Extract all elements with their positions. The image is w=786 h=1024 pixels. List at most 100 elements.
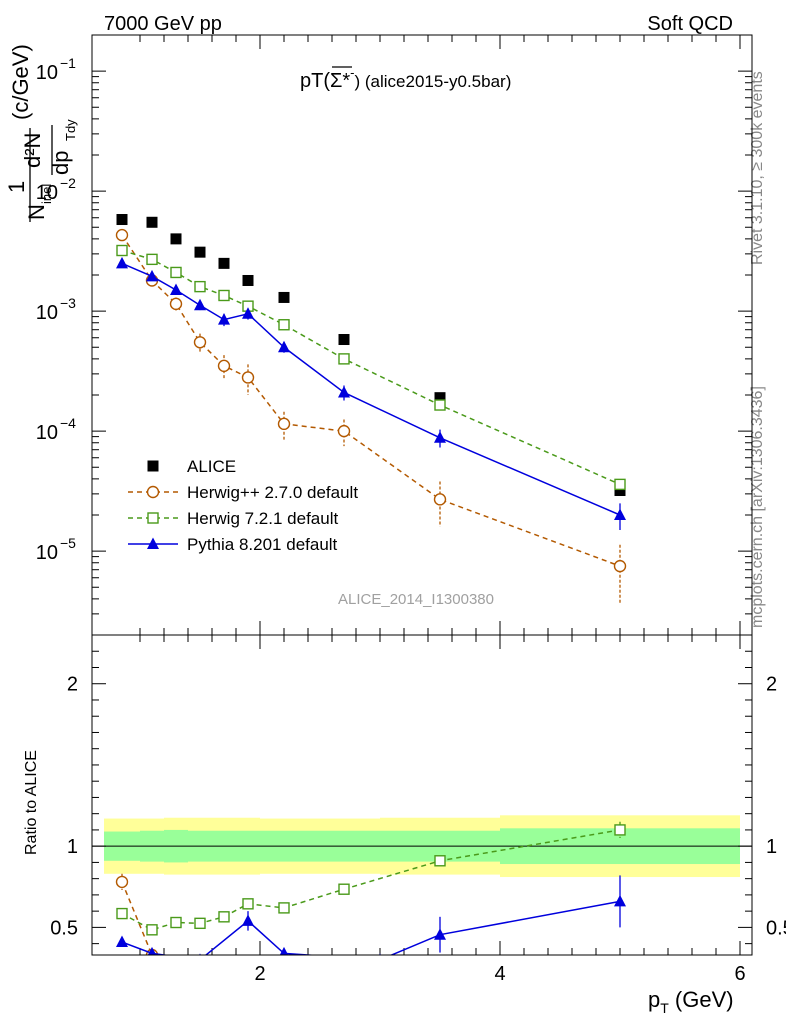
ratio-panel-series xyxy=(115,821,626,967)
main-herwig-7-2-1-default-point xyxy=(146,253,158,266)
ratio-herwig-2-7-0-default-point xyxy=(115,875,129,889)
main-pythia-8-201-default-point xyxy=(218,313,230,325)
ratio-pythia-8-201-default-point xyxy=(147,946,157,955)
y-tick-label-right: 1 xyxy=(766,836,777,858)
ratio-herwig-7-2-1-default-point xyxy=(146,924,158,936)
ylabel-denominator-sub: Tdy xyxy=(63,119,78,141)
x-tick-label: 4 xyxy=(494,963,505,985)
main-herwig-7-2-1-default-point xyxy=(116,244,128,257)
ratio-pythia-8-201-default-line xyxy=(121,900,621,955)
x-axis-title: pT (GeV) xyxy=(648,987,734,1016)
ratio-herwig-7-2-1-default-point xyxy=(614,824,626,836)
x-tick-label: 6 xyxy=(734,963,745,985)
x-tick-label: 2 xyxy=(254,963,265,985)
main-herwig-2-7-0-default-point xyxy=(169,297,183,311)
ylabel-units: (c/GeV) xyxy=(8,44,33,120)
main-pythia-8-201-default-point xyxy=(146,269,158,282)
main-herwig-2-7-0-default-point xyxy=(433,493,447,506)
ratio-herwig-7-2-1-default-point xyxy=(218,911,230,923)
main-herwig-7-2-1-default-line xyxy=(121,249,621,486)
main-pythia-8-201-default-point xyxy=(434,431,446,443)
ratio-herwig-7-2-1-default-line xyxy=(121,829,621,931)
legend-herwig-2-7-0-default-label: Herwig++ 2.7.0 default xyxy=(187,483,358,502)
ratio-herwig-2-7-0-default-line xyxy=(121,881,155,955)
main-herwig-2-7-0-default-point xyxy=(241,371,255,384)
main-alice-point xyxy=(218,257,230,269)
main-pythia-8-201-default-point xyxy=(278,340,290,353)
main-herwig-2-7-0-default-point xyxy=(613,559,627,573)
ratio-herwig-7-2-1-default-point xyxy=(278,902,290,914)
y-tick-label: 1 xyxy=(67,836,78,858)
mcplots-label: mcplots.cern.ch [arXiv:1306.3436] xyxy=(749,386,766,628)
header-right: Soft QCD xyxy=(647,13,733,35)
main-herwig-7-2-1-default-point xyxy=(278,319,290,331)
y-tick-label: 10 xyxy=(36,182,58,204)
ylabel-denominator: dp xyxy=(48,151,73,175)
main-herwig-7-2-1-default-point xyxy=(170,266,182,279)
legend-herwig-2-7-0-default-marker xyxy=(146,485,160,499)
y-tick-label: 10 xyxy=(36,542,58,564)
y-tick-label: 0.5 xyxy=(50,917,78,939)
ratio-herwig-7-2-1-default-point xyxy=(116,907,128,920)
main-alice-point xyxy=(146,216,158,228)
y-tick-label-exponent: −5 xyxy=(60,535,76,551)
watermark: ALICE_2014_I1300380 xyxy=(338,591,494,608)
y-tick-label: 2 xyxy=(67,674,78,696)
legend-herwig-7-2-1-default-marker xyxy=(147,512,159,524)
main-pythia-8-201-default-point xyxy=(170,283,182,295)
main-alice-point xyxy=(242,274,254,286)
ylabel-one: 1 xyxy=(4,181,29,193)
y-tick-label-exponent: −2 xyxy=(60,175,76,191)
ratio-panel-ticks: 2 4 6 0.5 0.5 1 1 2 2 xyxy=(50,635,786,985)
y-tick-label: 10 xyxy=(36,302,58,324)
ratio-pythia-8-201-default-point xyxy=(614,894,626,907)
main-alice-point xyxy=(614,485,626,497)
main-alice-point xyxy=(116,214,128,226)
main-alice-point xyxy=(434,392,446,404)
main-pythia-8-201-default-point xyxy=(116,256,128,269)
main-pythia-8-201-default-point xyxy=(242,307,254,319)
y-tick-label-right: 2 xyxy=(766,674,777,696)
legend-alice-label: ALICE xyxy=(187,457,236,476)
y-tick-label: 10 xyxy=(36,62,58,84)
ylabel-numerator: d²N xyxy=(20,133,45,168)
ratio-pythia-8-201-default-point xyxy=(116,935,128,948)
main-pythia-8-201-default-point xyxy=(614,508,626,520)
ratio-herwig-7-2-1-default-point xyxy=(194,917,206,930)
legend-herwig-7-2-1-default-label: Herwig 7.2.1 default xyxy=(187,509,338,528)
ratio-herwig-7-2-1-default-point xyxy=(338,883,350,895)
legend: ALICE Herwig++ 2.7.0 default Herwig 7.2.1 … xyxy=(128,457,358,554)
ratio-pythia-8-201-default-point xyxy=(279,946,289,955)
ratio-herwig-2-7-0-default-point xyxy=(171,956,182,967)
header-left: 7000 GeV pp xyxy=(104,13,222,35)
main-alice-point xyxy=(338,334,350,346)
main-alice-point xyxy=(194,246,206,258)
ylabel-n: N xyxy=(24,204,49,220)
legend-pythia-8-201-default-marker xyxy=(147,537,159,549)
ylabel-n-sub: inel xyxy=(39,184,54,204)
y-tick-label-exponent: −1 xyxy=(60,55,76,71)
main-alice-point xyxy=(278,291,290,303)
main-pythia-8-201-default-point xyxy=(338,385,350,398)
main-alice-point xyxy=(170,233,182,245)
y-tick-label: 10 xyxy=(36,422,58,444)
main-herwig-7-2-1-default-point xyxy=(434,399,446,411)
main-herwig-2-7-0-default-point xyxy=(193,336,207,349)
ratio-y-axis-title: Ratio to ALICE xyxy=(23,750,40,855)
main-herwig-2-7-0-default-point xyxy=(337,424,351,438)
main-pythia-8-201-default-line xyxy=(121,262,621,516)
legend-alice-marker xyxy=(147,460,159,472)
main-herwig-7-2-1-default-point xyxy=(218,289,230,302)
plot-title: pT(Σ*-) (alice2015-y0.5bar) xyxy=(300,65,511,92)
legend-pythia-8-201-default-label: Pythia 8.201 default xyxy=(187,535,338,554)
y-axis-title: 1 N inel d²N dp Tdy (c/GeV) xyxy=(4,44,78,222)
main-pythia-8-201-default-point xyxy=(194,298,206,311)
ratio-herwig-7-2-1-default-point xyxy=(434,855,446,867)
main-herwig-7-2-1-default-point xyxy=(194,280,206,293)
ratio-pythia-8-201-default-point xyxy=(242,914,254,926)
main-herwig-2-7-0-default-point xyxy=(217,359,231,373)
ratio-herwig-7-2-1-default-point xyxy=(170,916,182,929)
ratio-herwig-7-2-1-default-point xyxy=(242,898,254,910)
main-herwig-7-2-1-default-point xyxy=(338,353,350,365)
